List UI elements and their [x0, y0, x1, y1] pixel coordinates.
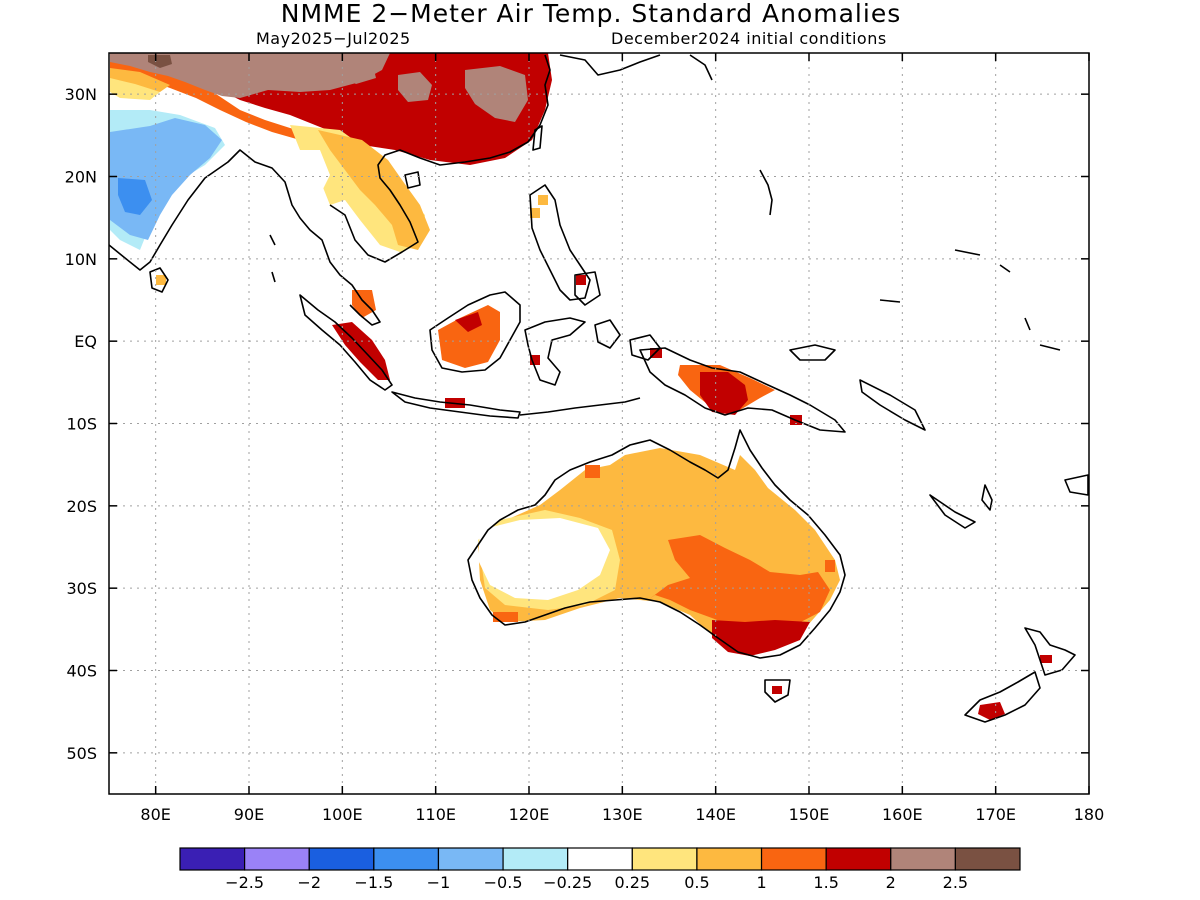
- region-china-brown: [398, 66, 528, 122]
- lon-label: 180: [1074, 805, 1105, 824]
- lon-label: 100E: [322, 805, 363, 824]
- region-png-red: [700, 372, 748, 415]
- legend-label: 2.5: [943, 873, 968, 892]
- region-borneo-orange: [438, 305, 500, 368]
- region-phil-orange: [530, 195, 548, 218]
- region-tasmania-red: [772, 686, 782, 694]
- forecast-period: May2025−Jul2025: [256, 29, 411, 48]
- legend-colorbar: −2.5 −2 −1.5 −1 −0.5 −0.25 0.25 0.5 1 1.5 2 2.5: [179, 847, 1021, 892]
- lon-label: 90E: [234, 805, 264, 824]
- legend-swatch: [825, 847, 892, 871]
- region-aus-red: [712, 620, 810, 656]
- legend-label: 1.5: [813, 873, 838, 892]
- legend-label: 0.5: [684, 873, 709, 892]
- lat-label: 30S: [66, 579, 97, 598]
- legend-label: −1: [427, 873, 451, 892]
- region-malay-orange: [352, 290, 376, 318]
- map-title: NMME 2−Meter Air Temp. Standard Anomalie…: [280, 0, 902, 28]
- legend-swatch: [631, 847, 698, 871]
- legend-swatch: [179, 847, 246, 871]
- region-srilanka-orange: [156, 275, 166, 285]
- legend-swatch: [760, 847, 827, 871]
- legend-swatch: [890, 847, 956, 871]
- region-asia-orange-band: [110, 58, 380, 178]
- legend-label: 0.25: [614, 873, 650, 892]
- lon-label: 160E: [882, 805, 923, 824]
- legend-swatch: [502, 847, 569, 871]
- legend-label: −1.5: [354, 873, 393, 892]
- anomaly-shading: [110, 53, 1052, 720]
- region-aus-white: [478, 518, 610, 600]
- lat-label: 50S: [66, 744, 97, 763]
- lat-label: EQ: [74, 332, 97, 351]
- lon-label: 150E: [789, 805, 830, 824]
- legend-swatch: [308, 847, 375, 871]
- region-aus-orange: [648, 535, 830, 630]
- legend-swatch: [244, 847, 310, 871]
- axes: 30N 20N 10N EQ 10S 20S 30S 40S 50S 80E 90E 100E 110E…: [65, 53, 1105, 824]
- legend-label: −0.25: [543, 873, 592, 892]
- region-india-deep-blue: [118, 178, 152, 215]
- lon-label: 80E: [140, 805, 170, 824]
- legend-label: −0.5: [484, 873, 523, 892]
- region-indochina-orange: [318, 130, 430, 250]
- initial-conditions: December2024 initial conditions: [611, 29, 887, 48]
- lat-label: 10N: [65, 250, 97, 269]
- legend-swatch: [696, 847, 763, 871]
- region-aus-west-orange: [493, 612, 518, 622]
- lat-label: 40S: [66, 662, 97, 681]
- legend-label: −2: [297, 873, 321, 892]
- legend-label: −2.5: [225, 873, 264, 892]
- region-nz-red: [978, 655, 1052, 720]
- lon-label: 130E: [602, 805, 643, 824]
- legend-swatch: [373, 847, 440, 871]
- region-sumatra-red: [332, 322, 390, 380]
- region-indochina-white: [298, 150, 330, 195]
- region-himalaya-brown: [340, 60, 376, 84]
- region-tibet-dark: [148, 55, 172, 68]
- legend-swatch: [567, 847, 633, 871]
- region-tibet-brown: [110, 53, 390, 98]
- lat-label: 10S: [66, 415, 97, 434]
- legend-swatch: [437, 847, 504, 871]
- region-aus-east-orange: [825, 560, 835, 572]
- region-borneo-red: [455, 312, 482, 332]
- region-india-yellow-edge: [110, 75, 160, 100]
- lat-label: 20S: [66, 497, 97, 516]
- lon-label: 170E: [975, 805, 1016, 824]
- grid-lines: [109, 53, 1089, 794]
- region-mindanao-red: [576, 275, 586, 285]
- region-india-orange-edge: [110, 68, 170, 92]
- lon-label: 120E: [509, 805, 550, 824]
- region-aus-north-orange: [585, 465, 600, 478]
- lon-label: 140E: [695, 805, 736, 824]
- legend-label: 1: [756, 873, 766, 892]
- legend-label: 2: [886, 873, 896, 892]
- lon-label: 110E: [415, 805, 456, 824]
- lat-label: 30N: [65, 85, 97, 104]
- legend-swatch: [954, 847, 1021, 871]
- coastlines: [109, 54, 1089, 723]
- lat-label: 20N: [65, 168, 97, 187]
